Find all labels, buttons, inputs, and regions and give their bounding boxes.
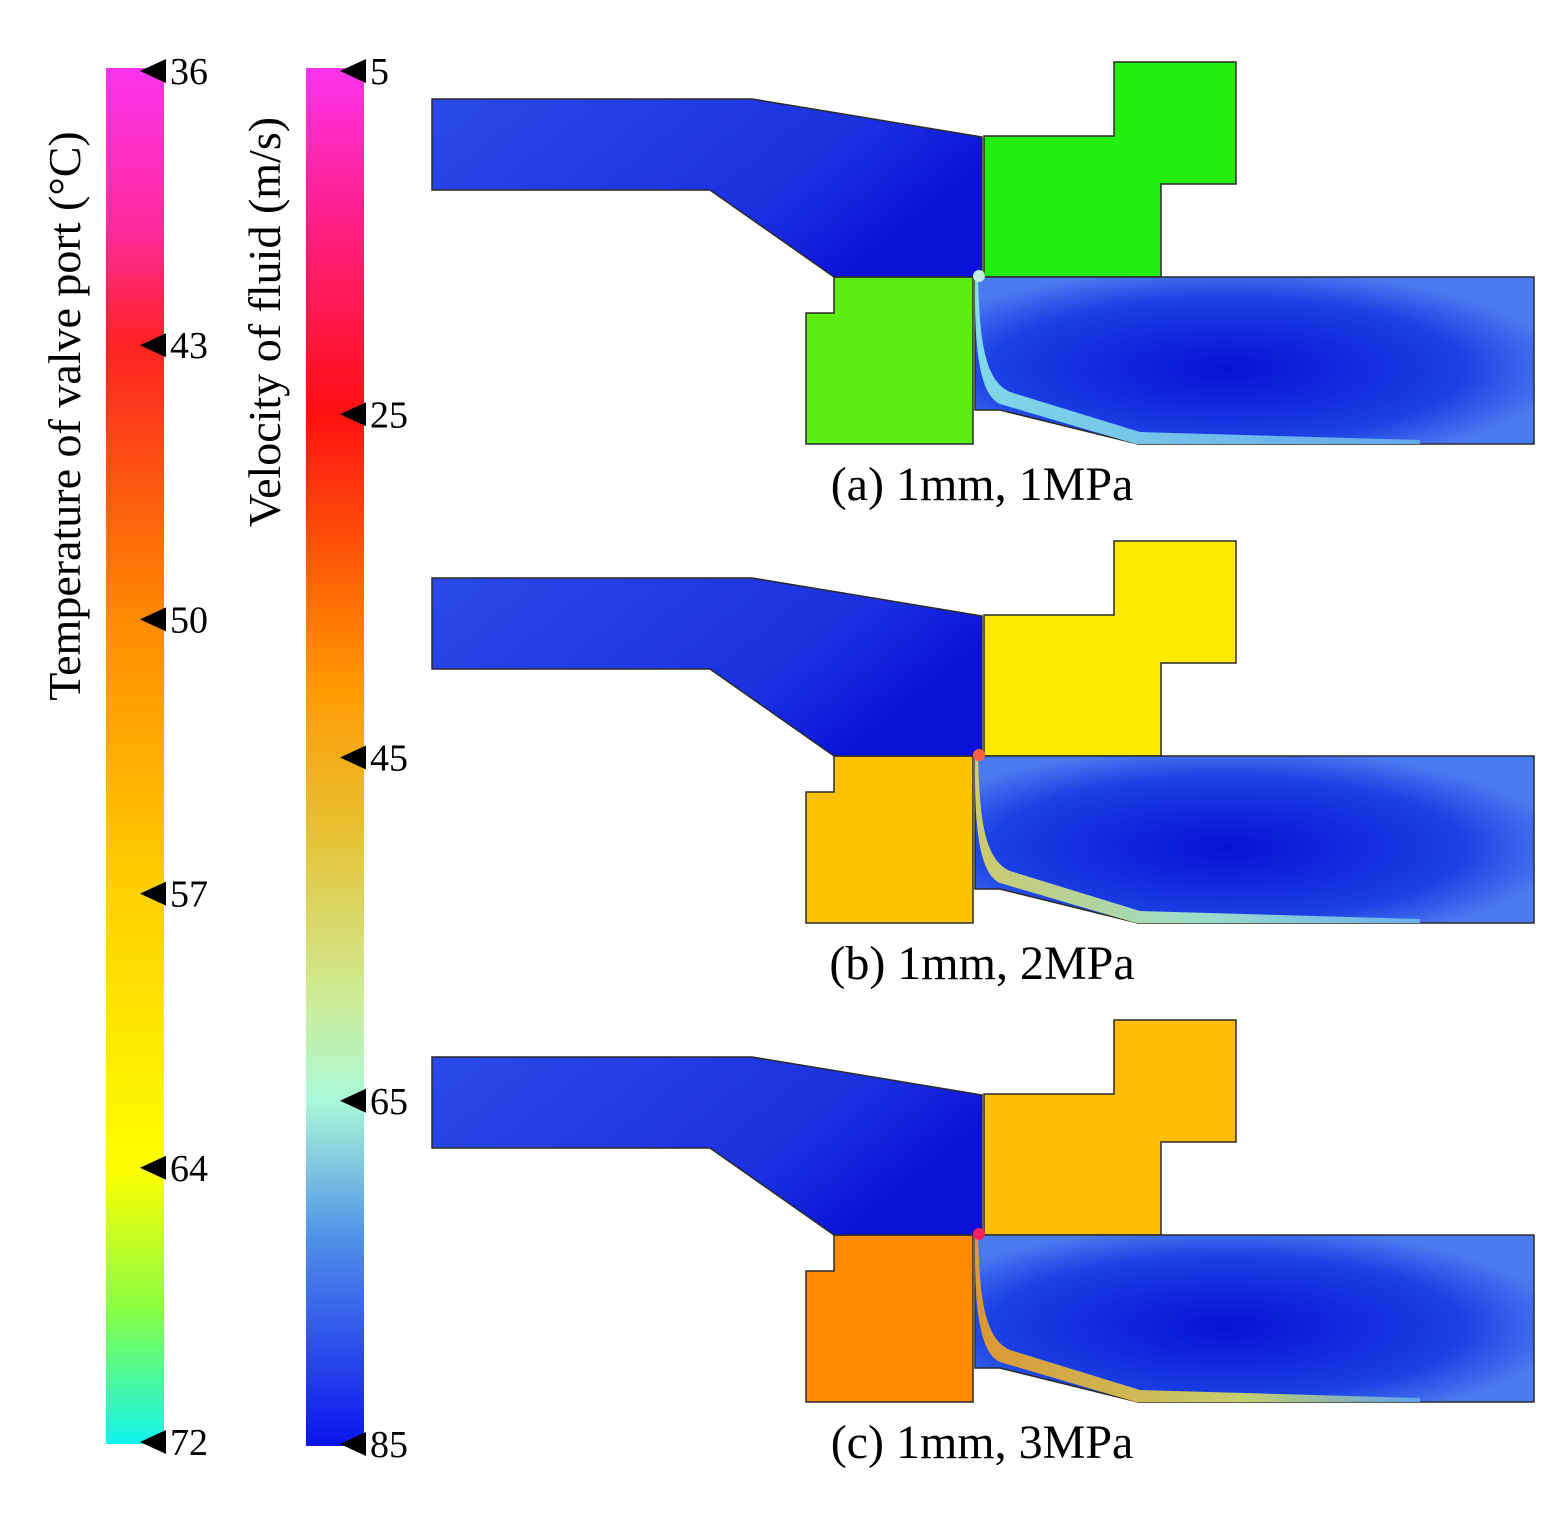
upper-solid-region bbox=[983, 540, 1237, 757]
lower-solid-region bbox=[805, 1234, 974, 1403]
temperature-tick-label: 50 bbox=[170, 599, 208, 641]
panel-3: (c) 1mm, 3MPa bbox=[431, 1019, 1535, 1469]
velocity-tick-marker bbox=[340, 402, 366, 427]
velocity-tick-label: 25 bbox=[370, 394, 408, 436]
velocity-tick-marker bbox=[340, 1432, 366, 1456]
temperature-ticks: 36 43 50 57 64 72 bbox=[140, 51, 208, 1464]
temperature-tick-marker bbox=[140, 333, 166, 358]
upper-solid-region bbox=[983, 1019, 1237, 1236]
temperature-tick-label: 43 bbox=[170, 325, 208, 367]
temperature-tick-marker bbox=[140, 59, 166, 83]
orifice-hotspot bbox=[973, 270, 985, 282]
temperature-tick-marker bbox=[140, 1430, 166, 1454]
velocity-tick-label: 5 bbox=[370, 51, 389, 93]
panel-caption: (b) 1mm, 2MPa bbox=[829, 937, 1134, 990]
temperature-axis-title: Temperature of valve port (°C) bbox=[39, 131, 90, 701]
inlet-fluid-region bbox=[431, 98, 983, 278]
velocity-tick-label: 85 bbox=[370, 1424, 408, 1466]
simulation-panels: (a) 1mm, 1MPa (b) 1mm, 2MPa (c) 1mm, 3MPa bbox=[431, 61, 1535, 1469]
temperature-tick-label: 36 bbox=[170, 51, 208, 93]
temperature-tick-label: 57 bbox=[170, 874, 208, 916]
temperature-tick-marker bbox=[140, 881, 166, 906]
upper-solid-region bbox=[983, 61, 1237, 278]
panel-caption: (a) 1mm, 1MPa bbox=[831, 458, 1134, 511]
temperature-colorbar: 36 43 50 57 64 72 Temperature of valve port (… bbox=[39, 51, 208, 1464]
velocity-colorbar: 5 25 45 65 85 Velocity of fluid (m/s) bbox=[239, 51, 408, 1466]
velocity-tick-label: 45 bbox=[370, 738, 408, 780]
orifice-hotspot bbox=[973, 1228, 985, 1240]
panel-2: (b) 1mm, 2MPa bbox=[431, 540, 1535, 990]
lower-solid-region bbox=[805, 276, 974, 445]
orifice-hotspot bbox=[973, 749, 985, 761]
inlet-fluid-region bbox=[431, 577, 983, 757]
temperature-tick-label: 64 bbox=[170, 1148, 208, 1190]
velocity-tick-marker bbox=[340, 745, 366, 770]
velocity-axis-title: Velocity of fluid (m/s) bbox=[239, 117, 290, 527]
velocity-tick-label: 65 bbox=[370, 1081, 408, 1123]
temperature-tick-marker bbox=[140, 1155, 166, 1180]
temperature-tick-marker bbox=[140, 607, 166, 632]
temperature-gradient-bar bbox=[106, 68, 164, 1444]
inlet-fluid-region bbox=[431, 1056, 983, 1236]
lower-solid-region bbox=[805, 755, 974, 924]
panel-caption: (c) 1mm, 3MPa bbox=[831, 1416, 1134, 1469]
temperature-tick-label: 72 bbox=[170, 1422, 208, 1464]
panel-1: (a) 1mm, 1MPa bbox=[431, 61, 1535, 511]
velocity-ticks: 5 25 45 65 85 bbox=[340, 51, 408, 1466]
velocity-tick-marker bbox=[340, 59, 366, 83]
velocity-tick-marker bbox=[340, 1088, 366, 1113]
